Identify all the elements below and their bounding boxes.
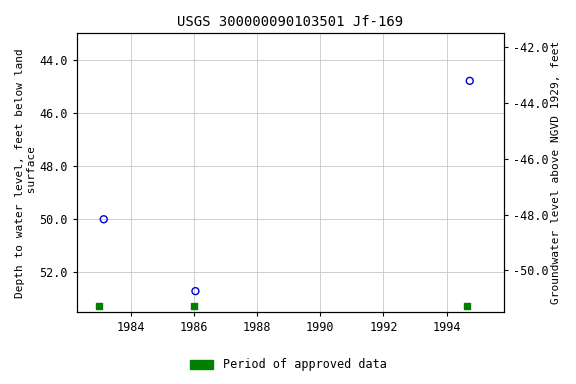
Point [99,216,108,222]
Point [190,303,199,309]
Point [191,288,200,294]
Y-axis label: Groundwater level above NGVD 1929, feet: Groundwater level above NGVD 1929, feet [551,41,561,304]
Title: USGS 300000090103501 Jf-169: USGS 300000090103501 Jf-169 [177,15,403,29]
Y-axis label: Depth to water level, feet below land
 surface: Depth to water level, feet below land su… [15,48,37,298]
Point [94,303,104,309]
Point [463,303,472,309]
Legend: Period of approved data: Period of approved data [185,354,391,376]
Point [465,78,475,84]
